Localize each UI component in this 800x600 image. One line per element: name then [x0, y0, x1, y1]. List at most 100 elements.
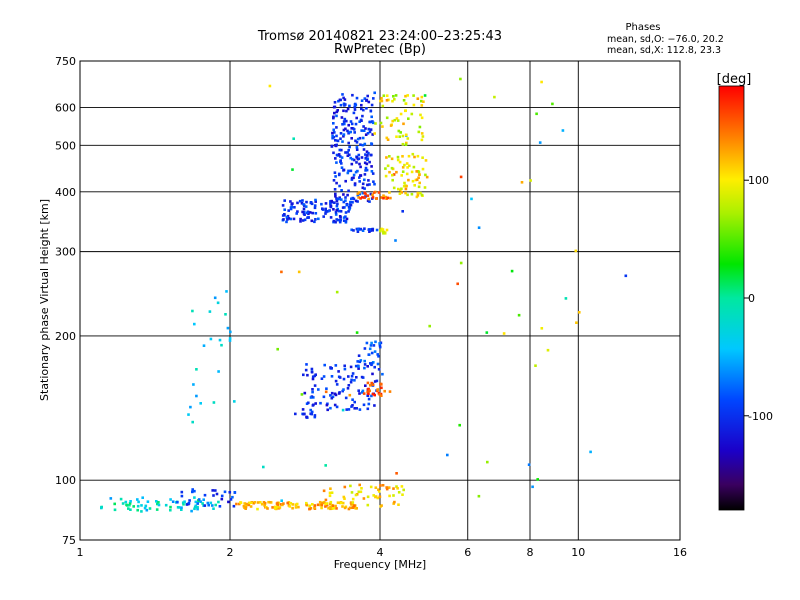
- x-mode-point: [366, 503, 370, 507]
- o-mode-point: [340, 116, 344, 119]
- o-mode-point: [323, 363, 326, 367]
- x-mode-point: [294, 506, 298, 509]
- o-mode-point: [296, 210, 299, 213]
- x-mode-point: [366, 194, 370, 197]
- x-mode-point: [324, 502, 327, 506]
- o-mode-point: [310, 367, 314, 371]
- x-mode-point: [406, 137, 410, 140]
- o-mode-point: [357, 367, 360, 370]
- o-mode-point: [289, 217, 293, 221]
- o-mode-point: [375, 228, 379, 232]
- o-mode-point: [367, 179, 370, 182]
- o-mode-point: [314, 402, 317, 405]
- o-mode-point: [100, 506, 103, 510]
- x-mode-point: [416, 154, 420, 158]
- o-mode-point: [381, 372, 384, 376]
- o-mode-point: [371, 133, 374, 136]
- y-tick-label: 300: [55, 246, 76, 259]
- o-mode-point: [331, 395, 335, 399]
- x-mode-point: [329, 502, 332, 505]
- o-mode-point: [358, 360, 362, 364]
- o-mode-point: [325, 387, 328, 390]
- o-mode-point: [357, 157, 361, 160]
- o-mode-point: [304, 205, 308, 208]
- x-mode-point: [416, 170, 420, 173]
- x-mode-point: [381, 104, 385, 108]
- o-mode-point: [458, 423, 461, 427]
- o-mode-point: [334, 213, 338, 216]
- x-mode-point: [401, 142, 405, 146]
- x-tick-label: 6: [464, 546, 471, 559]
- x-mode-point: [329, 487, 332, 490]
- o-mode-point: [314, 212, 318, 215]
- x-mode-point: [382, 196, 385, 200]
- o-mode-point: [341, 408, 345, 412]
- o-mode-point: [350, 137, 353, 140]
- o-mode-point: [331, 134, 334, 138]
- x-mode-point: [372, 191, 376, 194]
- o-mode-point: [360, 107, 363, 111]
- x-mode-point: [366, 388, 370, 391]
- x-mode-point: [424, 173, 427, 177]
- o-mode-point: [354, 170, 358, 174]
- o-mode-point: [538, 141, 542, 144]
- x-mode-point: [407, 117, 410, 120]
- o-mode-point: [330, 375, 334, 378]
- o-mode-point: [176, 500, 179, 504]
- o-mode-point: [193, 507, 196, 511]
- o-mode-point: [332, 179, 336, 182]
- x-mode-point: [396, 487, 399, 490]
- x-mode-point: [416, 191, 420, 195]
- o-mode-point: [305, 211, 309, 215]
- o-mode-point: [185, 503, 189, 506]
- y-axis-label: Stationary phase Virtual Height [km]: [38, 199, 51, 401]
- o-mode-point: [113, 508, 117, 512]
- o-mode-point: [350, 122, 354, 126]
- x-mode-point: [249, 505, 253, 508]
- o-mode-point: [287, 209, 290, 212]
- x-mode-point: [392, 487, 395, 490]
- o-mode-point: [191, 490, 194, 494]
- o-mode-point: [337, 375, 341, 379]
- o-mode-point: [342, 133, 346, 136]
- o-mode-point: [326, 408, 329, 412]
- o-mode-point: [332, 208, 335, 211]
- o-mode-point: [335, 153, 339, 157]
- o-mode-point: [344, 151, 347, 154]
- x-mode-point: [392, 502, 395, 505]
- o-mode-point: [127, 507, 130, 510]
- o-mode-point: [363, 173, 367, 176]
- o-mode-point: [348, 206, 352, 209]
- o-mode-point: [313, 206, 317, 210]
- o-mode-point: [310, 410, 314, 414]
- x-mode-point: [313, 504, 317, 507]
- o-mode-point: [311, 375, 315, 378]
- o-mode-point: [342, 388, 345, 391]
- x-mode-point: [369, 384, 372, 387]
- x-mode-point: [382, 194, 385, 197]
- x-mode-point: [381, 484, 385, 487]
- o-mode-point: [196, 507, 199, 511]
- o-mode-point: [531, 485, 534, 489]
- o-mode-point: [339, 216, 342, 219]
- y-tick-label: 400: [55, 186, 76, 199]
- o-mode-point: [363, 359, 366, 363]
- o-mode-point: [356, 200, 359, 203]
- o-mode-point: [370, 153, 373, 157]
- x-mode-point: [288, 505, 292, 508]
- o-mode-point: [374, 340, 377, 344]
- o-mode-point: [352, 111, 356, 115]
- o-mode-point: [356, 360, 359, 363]
- o-mode-point: [367, 402, 371, 406]
- x-mode-point: [359, 490, 363, 494]
- o-mode-point: [551, 102, 554, 106]
- x-mode-point: [291, 506, 294, 510]
- x-mode-point: [399, 112, 403, 116]
- o-mode-point: [136, 508, 139, 512]
- o-mode-point: [313, 204, 317, 207]
- x-mode-point: [308, 507, 311, 511]
- o-mode-point: [289, 200, 292, 203]
- o-mode-point: [303, 218, 307, 222]
- o-mode-point: [349, 169, 353, 173]
- o-mode-point: [220, 497, 224, 501]
